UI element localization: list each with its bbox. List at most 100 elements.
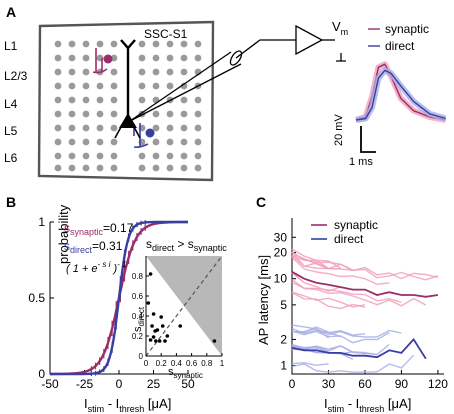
grid-dot [54,96,62,104]
grid-dot [166,54,174,62]
inset-point [150,324,154,328]
inset-ytick-label: 0.6 [132,292,144,301]
grid-dot [180,82,188,90]
grid-dot [110,82,118,90]
ap-trace-direct [355,69,446,121]
grid-dot [110,124,118,132]
panel-b-xtick-label: -50 [41,377,59,391]
inset-ytick-label: 0.2 [132,332,144,341]
panel-c: 0 30 60 90 120 1 2 5 10 20 30 AP latency [ms] Isti… [256,218,448,414]
grid-dot [166,110,174,118]
grid-dot [110,164,118,172]
grid-dot [96,164,104,172]
latency-mean-direct [291,337,427,360]
scale-voltage-label: 20 mV [333,114,345,146]
grid-dot [82,40,90,48]
grid-dot [96,110,104,118]
grid-dot [54,124,62,132]
panel-c-ytick-label: 1 [280,359,287,373]
latency-trace-synaptic [291,248,341,269]
grid-dot [138,68,146,76]
grid-dot [68,68,76,76]
inset-title: sdirect > ssynaptic [146,237,227,253]
inset-point [157,339,162,343]
grid-dot [138,164,146,172]
pyramidal-neuron-icon [114,39,141,139]
panel-c-xtick-label: 30 [322,377,336,391]
grid-dot [138,152,146,160]
grid-dot [82,152,90,160]
inset-xtick-label: 0.4 [171,359,183,368]
inset-xtick-label: 1 [220,359,225,368]
latency-mean-synaptic [291,271,439,298]
panel-b-ytick-label: 0.5 [28,291,45,305]
grid-dot [82,124,90,132]
grid-dot [82,164,90,172]
grid-dot [194,54,202,62]
inset-point [148,272,153,276]
grid-dot [110,138,118,146]
inset-ytick-label: 0 [139,352,144,361]
grid-dot [82,82,90,90]
grid-dot [54,110,62,118]
grid-dot [194,40,202,48]
grid-dot [54,138,62,146]
grid-dot [138,96,146,104]
amplifier-label: Vm [332,19,348,37]
grid-dot [68,124,76,132]
grid-dot [110,40,118,48]
panel-letter-a: A [6,4,16,20]
grid-dot [82,138,90,146]
grid-dot [82,68,90,76]
panel-b-curves [50,220,188,377]
inset-point [165,334,170,338]
grid-dot [110,96,118,104]
grid-dot [180,68,188,76]
panel-b-ylabel: probability [56,204,71,264]
grid-dot [110,68,118,76]
grid-dot [68,138,76,146]
latency-trace-synaptic [291,279,427,307]
legend-a-direct-label: direct [385,39,415,53]
panel-c-xlabel: Istim - Ithresh [μA] [324,396,411,414]
cortex-slice-outline [37,20,215,182]
grid-dot [68,54,76,62]
inset-point [151,335,156,339]
grid-dot [96,124,104,132]
eq-direct: sdirect=0.31 [64,239,123,255]
scale-time-label: 1 ms [349,156,373,168]
panel-b: -50 -25 0 25 50 0 0.5 1 probability Istim - Ith… [28,204,227,414]
grid-dot [194,124,202,132]
scale-bar [360,126,376,153]
inset-ytick-label: 0.4 [132,312,144,321]
panel-b-xtick-label: 50 [181,377,195,391]
grid-dot [152,40,160,48]
panel-c-xtick-label: 90 [395,377,409,391]
grid-dot [68,40,76,48]
grid-dot [166,124,174,132]
sigmoid-direct [50,220,188,376]
grid-dot [54,54,62,62]
grid-dot [138,82,146,90]
latency-trace-direct [291,362,329,367]
legend-c: synaptic direct [311,218,378,246]
legend-a-synaptic-label: synaptic [385,22,429,36]
inset-point [154,339,158,343]
latency-trace-direct [291,327,329,339]
panel-c-xtick-label: 60 [358,377,372,391]
legend-c-direct-label: direct [334,232,364,246]
grid-dot [152,164,160,172]
grid-dot [180,124,188,132]
grid-dot [68,96,76,104]
panel-b-xlabel: Istim - Ithresh [μA] [84,396,171,414]
grid-dot [54,152,62,160]
grid-dot [96,138,104,146]
panel-c-ytick-label: 10 [274,272,288,286]
inset-point [155,328,160,332]
grid-dot [152,54,160,62]
grid-dot [180,40,188,48]
latency-trace-synaptic [291,291,366,308]
grid-dot [166,152,174,160]
inset-point [151,312,156,316]
